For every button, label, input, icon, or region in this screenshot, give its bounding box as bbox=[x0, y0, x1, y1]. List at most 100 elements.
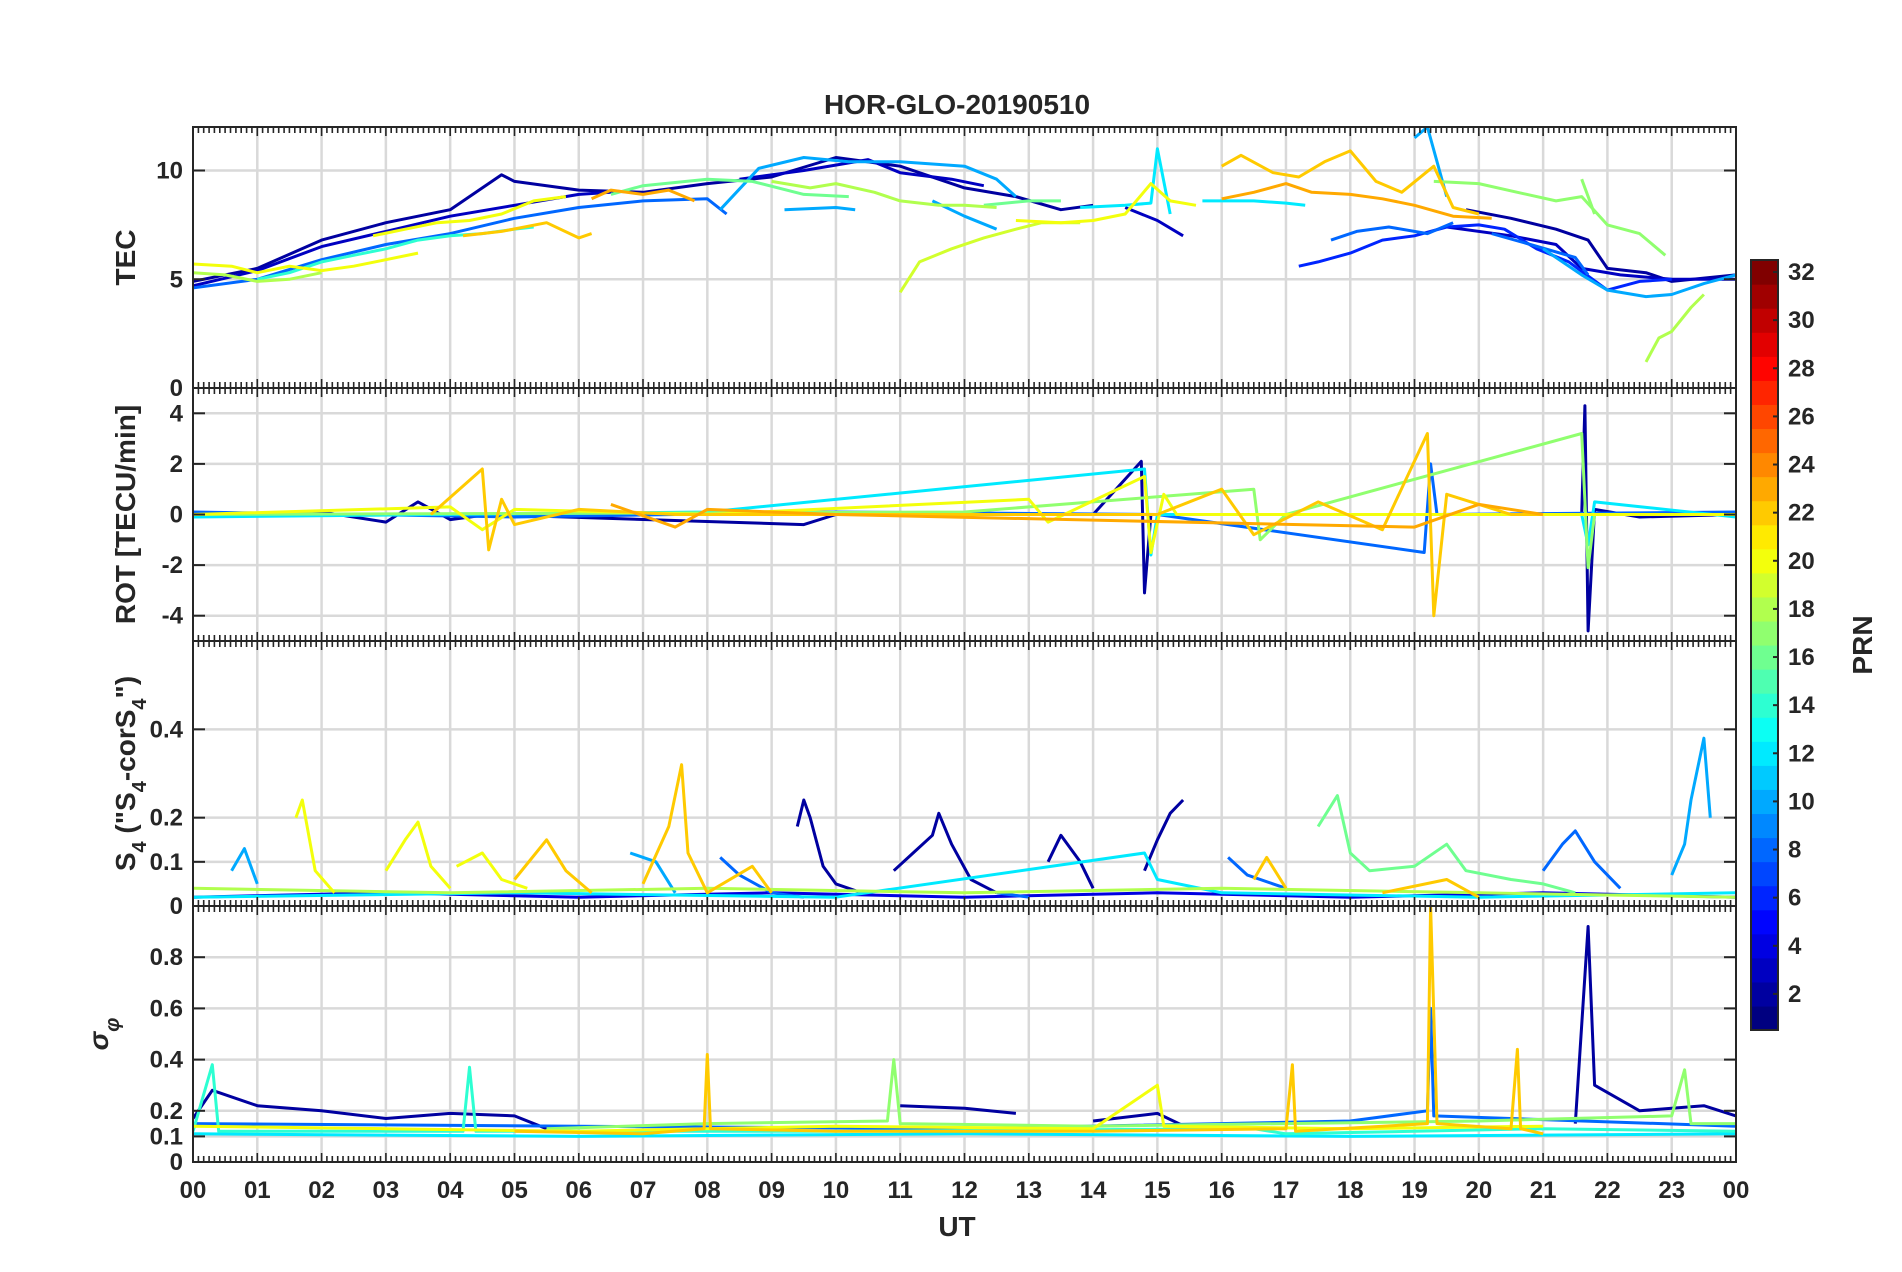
series-line-prn-2 bbox=[892, 811, 998, 895]
colorbar-tick-label: 32 bbox=[1788, 259, 1815, 286]
chart-title: HOR-GLO-20190510 bbox=[824, 89, 1090, 120]
colorbar-swatch bbox=[1751, 428, 1778, 454]
y-axis-label: TEC bbox=[110, 230, 141, 286]
x-tick-label: 03 bbox=[373, 1177, 400, 1204]
x-tick-marks bbox=[192, 641, 1737, 906]
colorbar-tick-label: 2 bbox=[1788, 981, 1801, 1008]
x-tick-label: 16 bbox=[1208, 1177, 1235, 1204]
series-line-prn-18 bbox=[193, 886, 1736, 899]
x-tick-label: 06 bbox=[565, 1177, 592, 1204]
colorbar-tick-label: 20 bbox=[1788, 548, 1815, 575]
colorbar-tick-label: 26 bbox=[1788, 403, 1815, 430]
y-tick-label: 4 bbox=[170, 400, 184, 427]
x-tick-label: 19 bbox=[1401, 1177, 1428, 1204]
y-tick-label: 0 bbox=[170, 375, 183, 402]
x-tick-label: 14 bbox=[1080, 1177, 1107, 1204]
panel-rot: -4 -2 0 2 4 ROT [TECU/min] bbox=[110, 387, 1737, 642]
colorbar-tick-label: 18 bbox=[1788, 596, 1815, 623]
colorbar-frame bbox=[1750, 259, 1779, 1031]
series-line-prn-20 bbox=[193, 475, 1736, 554]
x-tick-label: 05 bbox=[501, 1177, 528, 1204]
gridlines bbox=[193, 906, 1736, 1162]
y-tick-label: 0 bbox=[170, 893, 183, 920]
series-line-prn-8 bbox=[1227, 856, 1287, 890]
series-line-prn-12 bbox=[1202, 199, 1306, 207]
colorbar-tick-label: 6 bbox=[1788, 885, 1801, 912]
colorbar-tick-label: 16 bbox=[1788, 644, 1815, 671]
colorbar-tick-label: 8 bbox=[1788, 837, 1801, 864]
series-line-prn-8 bbox=[193, 197, 728, 290]
x-axis-label: UT bbox=[938, 1211, 975, 1242]
x-tick-label: 10 bbox=[823, 1177, 850, 1204]
series-line-prn-23 bbox=[1221, 182, 1492, 220]
series-line-prn-2 bbox=[1046, 833, 1095, 889]
series-line-prn-10 bbox=[629, 851, 677, 894]
panel-tec: 0 5 10 TEC bbox=[110, 126, 1737, 402]
y-tick-label: 0 bbox=[170, 502, 183, 529]
series-line-prn-22 bbox=[1220, 149, 1480, 216]
x-tick-label: 22 bbox=[1594, 1177, 1621, 1204]
series-line-prn-17 bbox=[1580, 178, 1597, 215]
colorbar-swatch bbox=[1751, 1005, 1778, 1031]
series-line-prn-10 bbox=[1413, 127, 1449, 198]
colorbar-tick-label: 22 bbox=[1788, 500, 1815, 527]
colorbar-swatch bbox=[1751, 957, 1778, 983]
series-line-prn-8 bbox=[1491, 232, 1590, 276]
x-tick-labels: 00 01 02 03 04 05 06 07 08 09 10 11 12 13 14 15 16 17 18 19… bbox=[180, 1177, 1750, 1204]
x-tick-label: 12 bbox=[951, 1177, 978, 1204]
x-tick-label: 07 bbox=[630, 1177, 657, 1204]
y-tick-label: -4 bbox=[162, 603, 184, 630]
series-line-prn-8 bbox=[193, 462, 1736, 554]
gridlines bbox=[193, 127, 1736, 388]
series-line-prn-17 bbox=[546, 1058, 1736, 1131]
series-line-prn-3 bbox=[1124, 206, 1184, 238]
y-tick-label: 0.8 bbox=[150, 944, 183, 971]
colorbar-swatch bbox=[1751, 717, 1778, 742]
y-tick-label: 0.1 bbox=[150, 849, 183, 876]
series-line-prn-20 bbox=[455, 851, 528, 890]
series-line-prn-16 bbox=[983, 199, 1061, 207]
y-tick-label: 0.2 bbox=[150, 1098, 183, 1125]
x-tick-label: 08 bbox=[694, 1177, 721, 1204]
colorbar-swatch bbox=[1751, 332, 1778, 357]
series-line-prn-22 bbox=[513, 838, 593, 894]
y-tick-label: 0.2 bbox=[150, 805, 183, 832]
colorbar-swatch bbox=[1751, 909, 1778, 935]
colorbar-swatch bbox=[1751, 284, 1778, 309]
series-line-prn-10 bbox=[784, 206, 856, 212]
gridlines bbox=[193, 641, 1736, 906]
colorbar-swatch bbox=[1751, 380, 1778, 405]
colorbar-swatch bbox=[1751, 572, 1778, 598]
x-tick-label: 01 bbox=[244, 1177, 271, 1204]
series-group bbox=[193, 404, 1736, 633]
series-line-prn-8 bbox=[1330, 221, 1454, 242]
series-line-prn-2 bbox=[795, 798, 863, 895]
series-line-prn-22 bbox=[1252, 855, 1288, 890]
y-tick-label: 2 bbox=[170, 451, 183, 478]
series-line-prn-18 bbox=[1644, 293, 1705, 363]
y-axis-label: σφ bbox=[83, 1018, 124, 1051]
x-tick-marks bbox=[192, 127, 1737, 388]
x-tick-label: 23 bbox=[1658, 1177, 1685, 1204]
series-line-prn-20 bbox=[193, 1083, 1544, 1133]
series-line-prn-2 bbox=[193, 404, 1736, 633]
series-line-prn-3 bbox=[739, 158, 985, 188]
series-line-prn-16 bbox=[610, 177, 849, 199]
x-tick-label: 15 bbox=[1144, 1177, 1171, 1204]
series-line-prn-20 bbox=[193, 251, 419, 275]
series-group bbox=[193, 127, 1736, 363]
colorbar-tick-label: 24 bbox=[1788, 452, 1815, 479]
y-tick-label: 0.4 bbox=[150, 1047, 184, 1074]
x-tick-label: 00 bbox=[1723, 1177, 1750, 1204]
panel-s4: 0 0.1 0.2 0.4S4 ("S4-corS4") bbox=[110, 640, 1737, 920]
series-line-prn-23 bbox=[610, 502, 1544, 529]
y-tick-label: 0 bbox=[170, 1149, 183, 1176]
series-line-prn-22 bbox=[1382, 878, 1480, 899]
colorbar-tick-label: 10 bbox=[1788, 788, 1815, 815]
series-line-prn-2 bbox=[1143, 798, 1185, 872]
y-tick-label: 0.6 bbox=[150, 995, 183, 1022]
colorbar-swatch bbox=[1751, 765, 1778, 790]
